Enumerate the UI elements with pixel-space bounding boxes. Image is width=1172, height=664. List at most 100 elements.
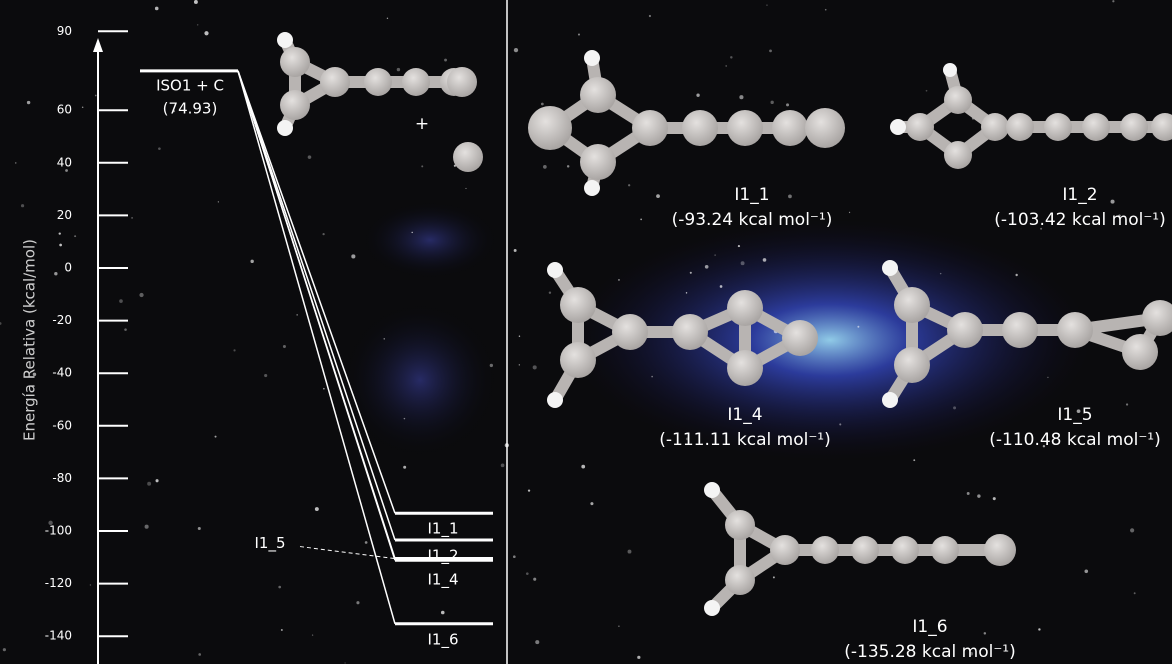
- y-tick-label: -60: [52, 418, 72, 432]
- atom: [981, 113, 1009, 141]
- atom: [725, 565, 755, 595]
- star: [0, 322, 2, 325]
- star: [513, 248, 517, 252]
- star: [296, 314, 298, 316]
- star: [196, 24, 199, 26]
- star: [119, 299, 123, 303]
- star: [770, 100, 774, 105]
- star: [489, 363, 494, 368]
- star: [81, 106, 84, 108]
- star: [58, 232, 61, 235]
- star: [966, 492, 970, 495]
- star: [26, 100, 31, 105]
- connector: [237, 70, 396, 624]
- atom: [560, 342, 596, 378]
- hydrogen: [277, 32, 293, 48]
- star: [1133, 592, 1136, 595]
- star: [637, 655, 641, 659]
- atom: [402, 68, 430, 96]
- star: [737, 245, 741, 248]
- star: [403, 465, 407, 469]
- star: [1118, 214, 1121, 218]
- level-label: I1_5: [254, 534, 285, 553]
- structure-energy: (-111.11 kcal mol⁻¹): [659, 430, 831, 450]
- star: [282, 345, 286, 349]
- star: [311, 634, 314, 636]
- y-tick-label: -100: [45, 524, 72, 538]
- star: [518, 364, 520, 366]
- star: [581, 464, 586, 469]
- star: [714, 254, 716, 256]
- star: [651, 375, 653, 378]
- star: [193, 0, 198, 4]
- star: [14, 162, 17, 164]
- y-axis-arrow: [93, 38, 103, 52]
- y-tick-label: 40: [57, 155, 72, 169]
- star: [54, 272, 58, 276]
- star: [953, 406, 957, 410]
- star: [204, 31, 209, 36]
- connector: [237, 70, 396, 559]
- star: [280, 628, 283, 631]
- atom: [580, 144, 616, 180]
- level-label: I1_1: [427, 520, 458, 539]
- star: [513, 47, 519, 53]
- hydrogen: [882, 260, 898, 276]
- star: [627, 549, 632, 554]
- star: [1015, 273, 1018, 277]
- atom: [1122, 334, 1158, 370]
- star: [532, 365, 537, 370]
- star: [590, 502, 594, 506]
- star: [719, 285, 723, 288]
- annotation: +: [415, 114, 429, 134]
- structure-energy: (-110.48 kcal mol⁻¹): [989, 430, 1161, 450]
- star: [1042, 445, 1046, 448]
- star: [2, 648, 6, 652]
- star: [925, 89, 928, 92]
- atom: [580, 77, 616, 113]
- star: [440, 610, 445, 615]
- star: [386, 17, 389, 19]
- star: [89, 584, 92, 586]
- structure-label: I1_4: [727, 405, 762, 425]
- atom: [984, 534, 1016, 566]
- y-tick-label: 20: [57, 208, 72, 222]
- star: [139, 292, 144, 298]
- level-label: I1_6: [427, 630, 458, 649]
- atom: [1006, 113, 1034, 141]
- atom: [894, 347, 930, 383]
- star: [250, 259, 254, 264]
- star: [992, 497, 996, 501]
- atom: [894, 287, 930, 323]
- star: [939, 272, 942, 275]
- star: [124, 328, 127, 331]
- atom: [612, 314, 648, 350]
- star: [977, 494, 981, 498]
- atom: [447, 67, 477, 97]
- atom: [672, 314, 708, 350]
- star: [766, 4, 768, 6]
- star: [1130, 528, 1135, 533]
- star: [913, 459, 916, 462]
- star: [314, 507, 319, 512]
- star: [656, 194, 660, 199]
- atom: [805, 108, 845, 148]
- star: [158, 147, 161, 150]
- structure-energy: (-103.42 kcal mol⁻¹): [994, 210, 1166, 230]
- atom: [528, 106, 572, 150]
- star: [32, 372, 37, 377]
- atom: [280, 47, 310, 77]
- y-tick-label: -80: [52, 471, 72, 485]
- star: [278, 585, 282, 589]
- hydrogen: [584, 50, 600, 66]
- star: [500, 463, 505, 468]
- star: [1084, 569, 1089, 574]
- star: [264, 373, 268, 378]
- star: [543, 165, 547, 169]
- star: [857, 325, 860, 328]
- star: [839, 423, 842, 426]
- structure-label: I1_6: [912, 617, 947, 637]
- atom: [891, 536, 919, 564]
- star: [421, 165, 424, 168]
